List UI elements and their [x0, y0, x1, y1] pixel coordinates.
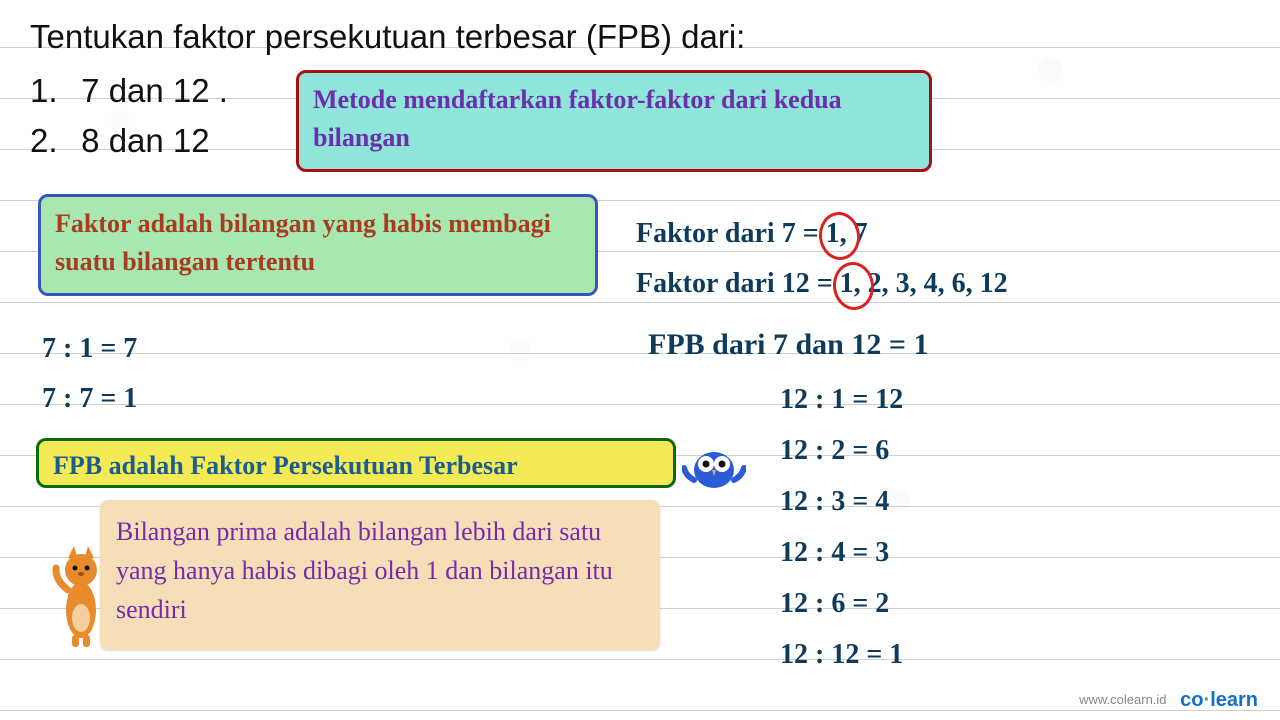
- div12-4: 12 : 4 = 3: [780, 537, 903, 588]
- problem-item-2: 2. 8 dan 12: [30, 122, 210, 160]
- fpb-answer: FPB dari 7 dan 12 = 1: [648, 328, 928, 362]
- div12-1: 12 : 1 = 12: [780, 384, 903, 435]
- factor-12-circled-1: 1,: [840, 268, 861, 300]
- problem-1-text: 7 dan 12: [81, 72, 209, 109]
- callout-prime-definition: Bilangan prima adalah bilangan lebih dar…: [100, 500, 660, 650]
- divisions-of-12: 12 : 1 = 12 12 : 2 = 6 12 : 3 = 4 12 : 4…: [780, 384, 903, 690]
- brand-logo-learn: learn: [1210, 689, 1258, 711]
- problem-item-1: 1. 7 dan 12 .: [30, 72, 228, 110]
- div12-6: 12 : 6 = 2: [780, 588, 903, 639]
- callout-method: Metode mendaftarkan faktor-faktor dari k…: [296, 70, 932, 172]
- div12-3: 12 : 3 = 4: [780, 486, 903, 537]
- brand-logo-co: co: [1180, 689, 1203, 711]
- cat-icon: [50, 540, 112, 650]
- div12-12: 12 : 12 = 1: [780, 639, 903, 690]
- callout-factor-definition: Faktor adalah bilangan yang habis membag…: [38, 194, 598, 296]
- problem-2-text: 8 dan 12: [81, 122, 209, 159]
- calc-7-div-7: 7 : 7 = 1: [42, 383, 137, 415]
- calc-7-div-1: 7 : 1 = 7: [42, 333, 137, 365]
- callout-fpb-definition: FPB adalah Faktor Persekutuan Terbesar: [36, 438, 676, 488]
- page-title: Tentukan faktor persekutuan terbesar (FP…: [30, 18, 745, 56]
- problem-1-number: 1.: [30, 72, 72, 110]
- slide-content: Tentukan faktor persekutuan terbesar (FP…: [0, 0, 1280, 720]
- problem-2-number: 2.: [30, 122, 72, 160]
- factor-7-circled-1: 1,: [826, 218, 847, 250]
- owl-icon: [682, 440, 746, 494]
- dot: .: [210, 72, 228, 109]
- factors-of-7: Faktor dari 7 = 1, 7: [636, 218, 868, 250]
- factors-12-rest: 2, 3, 4, 6, 12: [868, 268, 1008, 299]
- factors-12-label: Faktor dari 12 =: [636, 268, 833, 299]
- div12-2: 12 : 2 = 6: [780, 435, 903, 486]
- branding: www.colearn.id co·learn: [1079, 689, 1258, 712]
- factors-of-12: Faktor dari 12 = 1, 2, 3, 4, 6, 12: [636, 268, 1008, 300]
- factors-7-label: Faktor dari 7 =: [636, 218, 819, 249]
- brand-logo: co·learn: [1180, 689, 1258, 712]
- brand-url: www.colearn.id: [1079, 692, 1166, 707]
